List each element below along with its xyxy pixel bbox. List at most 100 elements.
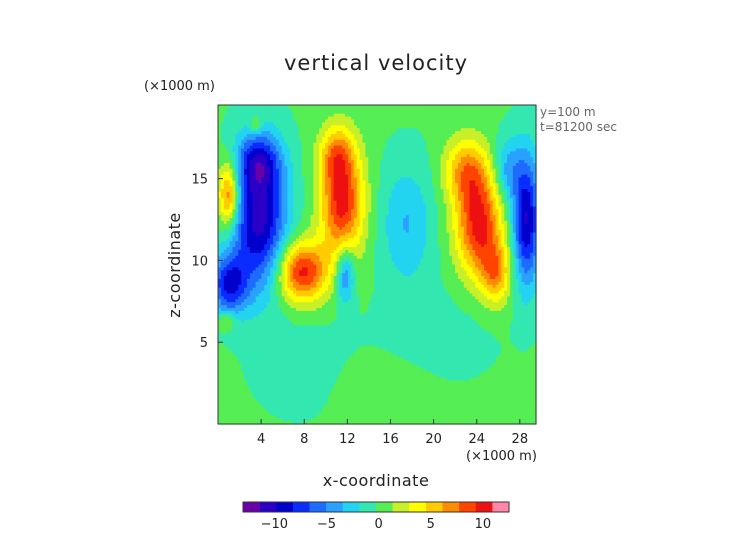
field-cell — [275, 131, 280, 135]
field-cell — [330, 168, 335, 173]
field-cell — [278, 119, 283, 123]
field-cell — [220, 139, 225, 144]
field-cell — [481, 119, 485, 123]
field-cell — [382, 131, 387, 135]
field-cell — [449, 110, 453, 115]
field-cell — [368, 151, 372, 155]
field-cell — [469, 116, 473, 121]
field-cell — [394, 154, 398, 158]
field-cell — [290, 128, 294, 132]
field-cell — [272, 131, 277, 135]
field-cell — [414, 128, 419, 132]
field-cell — [408, 157, 413, 161]
field-cell — [521, 119, 526, 123]
field-cell — [330, 125, 335, 129]
field-cell — [400, 154, 404, 158]
field-cell — [258, 148, 262, 152]
field-cell — [359, 128, 364, 132]
field-cell — [310, 165, 314, 170]
field-cell — [483, 119, 488, 123]
field-cell — [238, 107, 242, 112]
field-cell — [515, 110, 520, 115]
field-cell — [521, 131, 526, 135]
field-cell — [524, 145, 528, 150]
field-cell — [339, 122, 343, 126]
field-cell — [391, 122, 395, 126]
field-cell — [443, 148, 447, 152]
annotation-t: t=81200 sec — [540, 120, 617, 134]
field-cell — [270, 110, 274, 115]
field-cell — [379, 163, 384, 167]
field-cell — [483, 157, 488, 161]
field-cell — [385, 131, 390, 135]
field-cell — [455, 139, 459, 144]
field-cell — [382, 148, 387, 152]
field-cell — [391, 157, 395, 161]
field-cell — [507, 119, 511, 123]
field-cell — [258, 151, 262, 155]
field-cell — [272, 125, 277, 129]
field-cell — [423, 160, 427, 164]
field-cell — [417, 122, 421, 126]
field-cell — [252, 165, 257, 170]
field-cell — [518, 148, 523, 152]
field-cell — [377, 116, 381, 121]
field-cell — [498, 154, 502, 158]
field-cell — [235, 131, 239, 135]
field-cell — [527, 148, 531, 152]
field-cell — [509, 105, 514, 109]
field-cell — [258, 136, 262, 141]
field-cell — [440, 163, 445, 167]
field-cell — [440, 125, 445, 129]
field-cell — [218, 105, 222, 109]
field-cell — [411, 134, 416, 138]
field-cell — [374, 165, 378, 170]
field-cell — [339, 160, 343, 164]
field-cell — [379, 142, 384, 147]
field-cell — [246, 160, 251, 164]
field-cell — [356, 160, 361, 164]
field-cell — [298, 125, 303, 129]
field-cell — [362, 165, 367, 170]
field-cell — [509, 122, 514, 126]
field-cell — [258, 160, 262, 164]
field-cell — [463, 165, 468, 170]
field-cell — [296, 128, 300, 132]
field-cell — [322, 151, 326, 155]
field-cell — [348, 139, 352, 144]
field-cell — [449, 165, 453, 170]
field-cell — [220, 134, 225, 138]
field-cell — [475, 125, 479, 129]
field-cell — [492, 131, 497, 135]
field-cell — [455, 163, 459, 167]
field-cell — [264, 131, 268, 135]
field-cell — [244, 131, 248, 135]
field-cell — [374, 157, 378, 161]
field-cell — [524, 110, 528, 115]
field-cell — [374, 134, 378, 138]
field-cell — [368, 134, 372, 138]
field-cell — [533, 131, 537, 135]
field-cell — [330, 134, 335, 138]
field-cell — [420, 139, 424, 144]
field-cell — [368, 107, 372, 112]
field-cell — [319, 145, 323, 150]
field-cell — [486, 119, 491, 123]
field-cell — [310, 157, 314, 161]
field-cell — [403, 107, 407, 112]
field-cell — [287, 168, 291, 173]
field-cell — [310, 168, 314, 173]
field-cell — [414, 107, 419, 112]
field-cell — [293, 151, 297, 155]
field-cell — [431, 128, 436, 132]
field-cell — [313, 128, 317, 132]
field-cell — [515, 128, 520, 132]
field-cell — [249, 148, 254, 152]
field-cell — [489, 142, 494, 147]
field-cell — [220, 168, 225, 173]
field-cell — [400, 125, 404, 129]
field-cell — [452, 139, 456, 144]
field-cell — [348, 157, 352, 161]
field-cell — [524, 157, 528, 161]
